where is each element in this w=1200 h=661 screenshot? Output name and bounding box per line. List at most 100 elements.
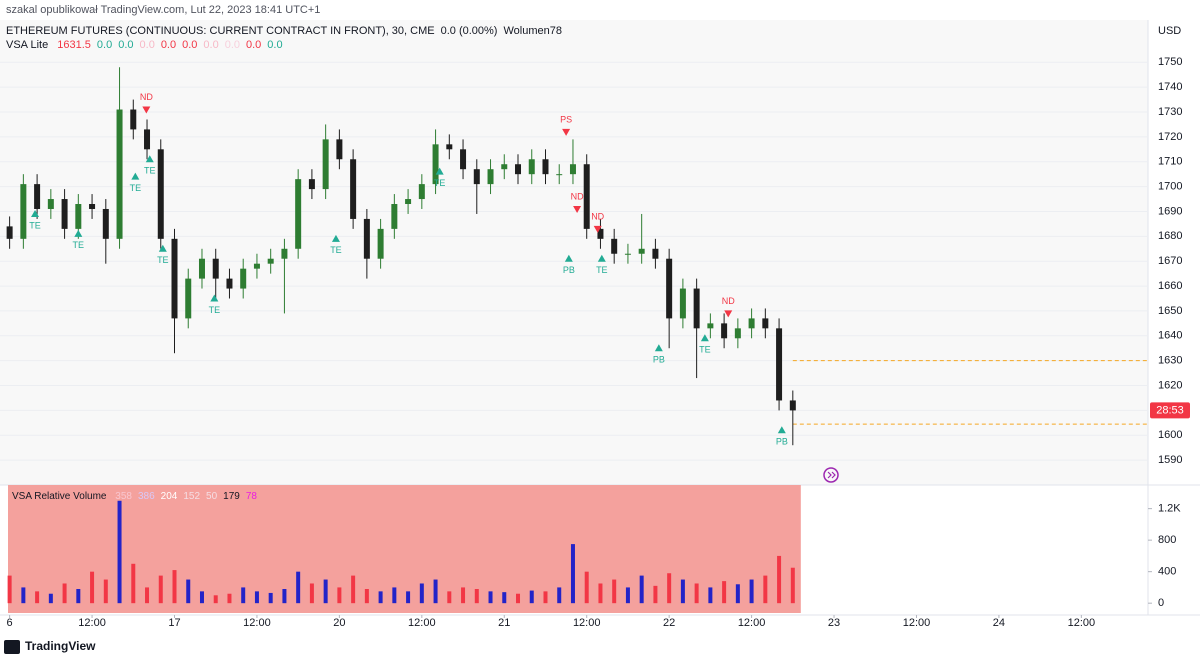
volume-label: Wolumen78 [503, 25, 562, 37]
signal-marker [654, 344, 663, 352]
candle-body [253, 263, 260, 269]
candle [212, 248, 219, 299]
candle-body [336, 139, 343, 160]
volume-bar [309, 583, 314, 604]
volume-bar [158, 575, 163, 604]
signal-label: ND [591, 211, 604, 221]
volume-bar [21, 587, 26, 604]
signal-marker [331, 234, 340, 242]
volume-bar [639, 575, 644, 604]
volume-bar [364, 589, 369, 604]
candle [762, 308, 769, 339]
indicator-legend: VSA Lite 1631.5 0.0 0.0 0.0 0.0 0.0 0.0 0.0 0.0 0… [6, 39, 289, 51]
candle-body [734, 328, 741, 339]
x-tick-label: 12:00 [243, 617, 271, 629]
legend-value: 0.0 [160, 39, 177, 51]
candle-body [212, 258, 219, 279]
candle-body [171, 238, 178, 319]
candle [501, 154, 508, 180]
volume-bar [543, 591, 548, 604]
candle [377, 218, 384, 269]
logo: TradingView [25, 639, 96, 653]
candle-body [405, 199, 412, 205]
volume-bar [557, 587, 562, 604]
candle [569, 139, 576, 185]
volume-bar [461, 587, 466, 604]
candle [116, 67, 123, 249]
y-tick-label: 1700 [1158, 181, 1182, 193]
volume-bar [337, 587, 342, 604]
signal-label: TE [434, 178, 446, 188]
candle-body [432, 144, 439, 185]
legend-value: 50 [206, 491, 218, 502]
volume-bar [777, 555, 782, 604]
candle [418, 174, 425, 209]
candle-body [61, 199, 68, 229]
y-tick-label: 1590 [1158, 454, 1182, 466]
candle-body [157, 149, 164, 239]
volume-bar [735, 584, 740, 604]
y-tick-label: 1740 [1158, 81, 1182, 93]
candle-body [308, 179, 315, 190]
candle [611, 228, 618, 264]
volume-bar [419, 583, 424, 604]
candle-body [515, 164, 522, 175]
volume-bar [186, 579, 191, 604]
candle-body [542, 159, 549, 175]
signal-marker [597, 254, 606, 262]
candle [556, 164, 563, 185]
candle [405, 189, 412, 214]
signal-marker [700, 334, 709, 342]
x-tick-label: 22 [663, 617, 675, 629]
volume-bar [103, 579, 108, 604]
candle [446, 134, 453, 160]
candle-body [281, 248, 288, 259]
y-tick-label: 1640 [1158, 330, 1182, 342]
byline: szakal opublikował TradingView.com, Lut … [6, 4, 321, 16]
volume-legend: VSA Relative Volume 358 386 204 152 50 179 78 [12, 491, 263, 502]
y-tick-label: 0 [1158, 597, 1164, 609]
legend-value: 152 [183, 491, 201, 502]
candle [336, 129, 343, 170]
candle [583, 154, 590, 239]
y-tick-label: 800 [1158, 534, 1176, 546]
candle-body [707, 323, 714, 329]
candle [61, 189, 68, 239]
legend-value: 0.0 [267, 39, 283, 51]
legend-value: 358 [115, 491, 132, 502]
legend-value: 0.0 [139, 39, 155, 51]
y-tick-label: 1690 [1158, 205, 1182, 217]
candle-body [679, 288, 686, 319]
candle [34, 174, 41, 219]
candle-body [102, 208, 109, 239]
legend-value: 0.0 [203, 39, 219, 51]
jump-to-now[interactable] [823, 467, 839, 483]
volume-bar [62, 583, 67, 604]
candle-body [528, 159, 535, 175]
signal-marker [142, 106, 151, 114]
volume-bar [35, 591, 40, 604]
candle [20, 174, 27, 249]
candle [597, 218, 604, 249]
volume-bar [131, 563, 136, 604]
candle [391, 194, 398, 239]
candle-body [295, 179, 302, 249]
signal-marker [562, 128, 571, 136]
candle-body [240, 268, 247, 289]
candle [89, 194, 96, 219]
candle [350, 149, 357, 229]
x-tick-label: 12:00 [738, 617, 766, 629]
volume-bar [268, 592, 273, 604]
symbol-legend: ETHEREUM FUTURES (CONTINUOUS: CURRENT CO… [6, 25, 568, 37]
signal-label: TE [209, 305, 221, 315]
x-tick-label: 12:00 [903, 617, 931, 629]
signal-marker [74, 229, 83, 237]
candle [198, 248, 205, 289]
candle-body [762, 318, 769, 329]
signal-label: PB [653, 355, 665, 365]
candle [6, 216, 13, 249]
volume-bar [447, 591, 452, 604]
candle-body [748, 318, 755, 329]
candle [295, 169, 302, 259]
